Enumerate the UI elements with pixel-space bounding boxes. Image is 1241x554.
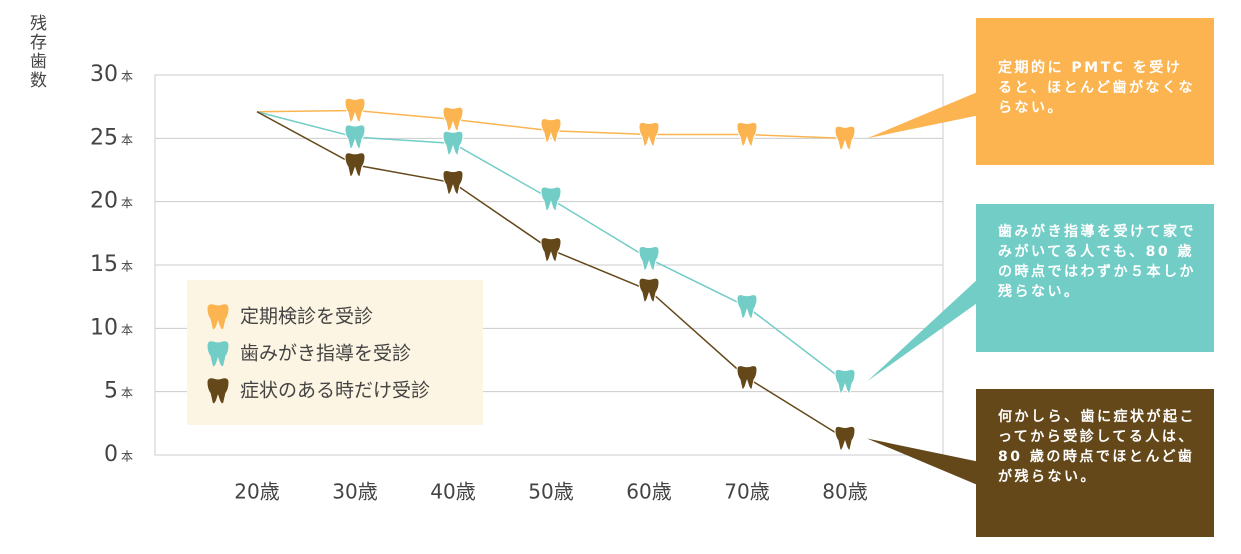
legend-icon — [207, 341, 229, 367]
x-tick-label: 20歳 — [234, 480, 279, 504]
tooth-marker — [736, 121, 758, 147]
x-tick-label: 40歳 — [430, 480, 475, 504]
y-tick-label: 0 — [104, 442, 118, 467]
tooth-marker — [834, 368, 856, 394]
y-tick-label: 30 — [90, 62, 118, 87]
tooth-marker — [540, 186, 562, 212]
x-tick-label: 30歳 — [332, 480, 377, 504]
tooth-marker — [834, 425, 856, 451]
tooth-marker — [442, 130, 464, 156]
tooth-marker — [638, 246, 660, 271]
tooth-marker — [540, 237, 562, 262]
y-tick-unit: 本 — [121, 450, 133, 464]
tooth-marker — [344, 124, 366, 150]
legend-icon — [207, 304, 229, 330]
y-tick-label: 20 — [90, 189, 118, 214]
y-tick-label: 15 — [90, 252, 118, 277]
legend-icon — [207, 378, 229, 404]
y-tick-unit: 本 — [121, 70, 133, 84]
tooth-marker — [344, 152, 366, 178]
callout: 定期的に PMTC を受けると、ほとんど歯がなくならない。 — [976, 18, 1214, 165]
y-tick-unit: 本 — [121, 260, 133, 274]
tooth-marker — [638, 121, 660, 147]
y-tick-label: 5 — [104, 379, 118, 404]
tooth-marker — [344, 97, 366, 123]
callout-pointer — [867, 438, 980, 486]
y-tick-label: 25 — [90, 125, 118, 150]
x-tick-label: 80歳 — [822, 480, 867, 504]
tooth-marker — [540, 118, 562, 143]
legend-label: 症状のある時だけ受診 — [240, 380, 430, 402]
x-tick-label: 60歳 — [626, 480, 671, 504]
callout-pointer — [867, 91, 980, 139]
callout-pointer — [867, 277, 980, 382]
callout: 何かしら、歯に症状が起こってから受診してる人は、80 歳の時点でほとんど歯が残ら… — [976, 389, 1214, 537]
y-tick-label: 10 — [90, 315, 118, 340]
tooth-marker — [834, 125, 856, 151]
y-tick-unit: 本 — [121, 196, 133, 210]
callout: 歯みがき指導を受けて家でみがいてる人でも、80 歳の時点ではわずか５本しか残らな… — [976, 204, 1214, 352]
y-tick-unit: 本 — [121, 133, 133, 147]
tooth-marker — [736, 294, 758, 319]
x-tick-label: 50歳 — [528, 480, 573, 504]
y-axis-label: 残存歯数 — [26, 14, 46, 90]
y-tick-unit: 本 — [121, 386, 133, 400]
legend-label: 歯みがき指導を受診 — [240, 343, 411, 365]
legend-box — [187, 280, 483, 425]
tooth-marker — [638, 277, 660, 303]
tooth-marker — [442, 106, 464, 132]
tooth-marker — [442, 170, 464, 195]
legend-label: 定期検診を受診 — [240, 306, 373, 328]
tooth-marker — [736, 365, 758, 390]
y-tick-unit: 本 — [121, 323, 133, 337]
x-tick-label: 70歳 — [724, 480, 769, 504]
